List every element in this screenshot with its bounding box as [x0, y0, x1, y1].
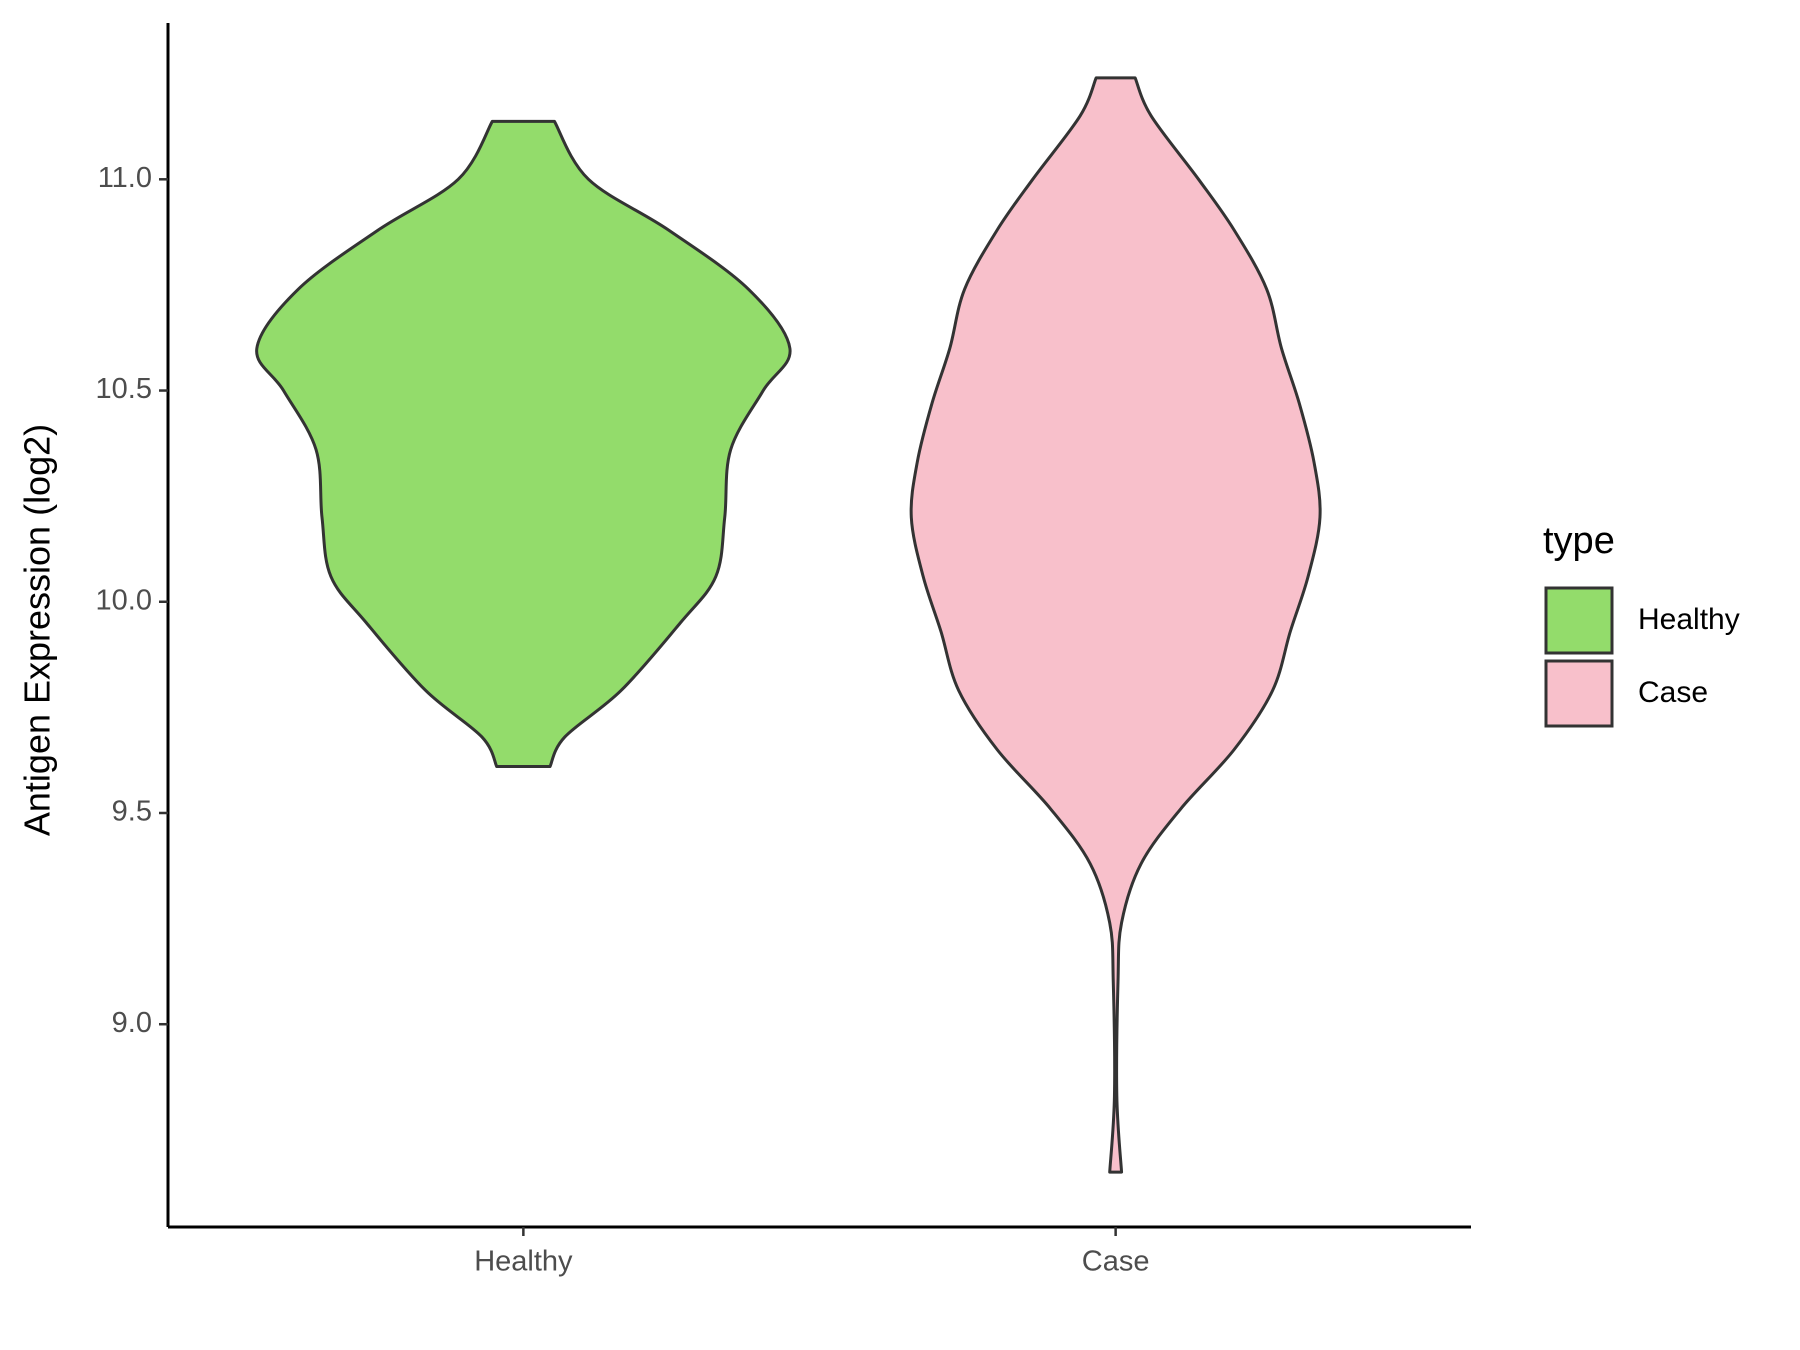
y-tick-label: 9.5: [112, 796, 152, 828]
violin: [255, 119, 792, 769]
y-tick-label: 10.5: [96, 373, 152, 405]
legend-label: Healthy: [1638, 603, 1740, 636]
legend-label: Case: [1638, 676, 1708, 709]
legend-key: [1544, 659, 1614, 728]
y-tick-label: 11.0: [98, 162, 152, 194]
y-tick-label: 9.0: [112, 1007, 152, 1039]
x-tick-label: Case: [1082, 1246, 1150, 1278]
legend-key: [1544, 586, 1614, 655]
y-tick-label: 10.0: [96, 584, 152, 616]
y-axis-title: Antigen Expression (log2): [17, 424, 58, 836]
legend-title: type: [1543, 520, 1615, 562]
violin: [909, 76, 1322, 1174]
x-tick-label: Healthy: [474, 1246, 573, 1278]
